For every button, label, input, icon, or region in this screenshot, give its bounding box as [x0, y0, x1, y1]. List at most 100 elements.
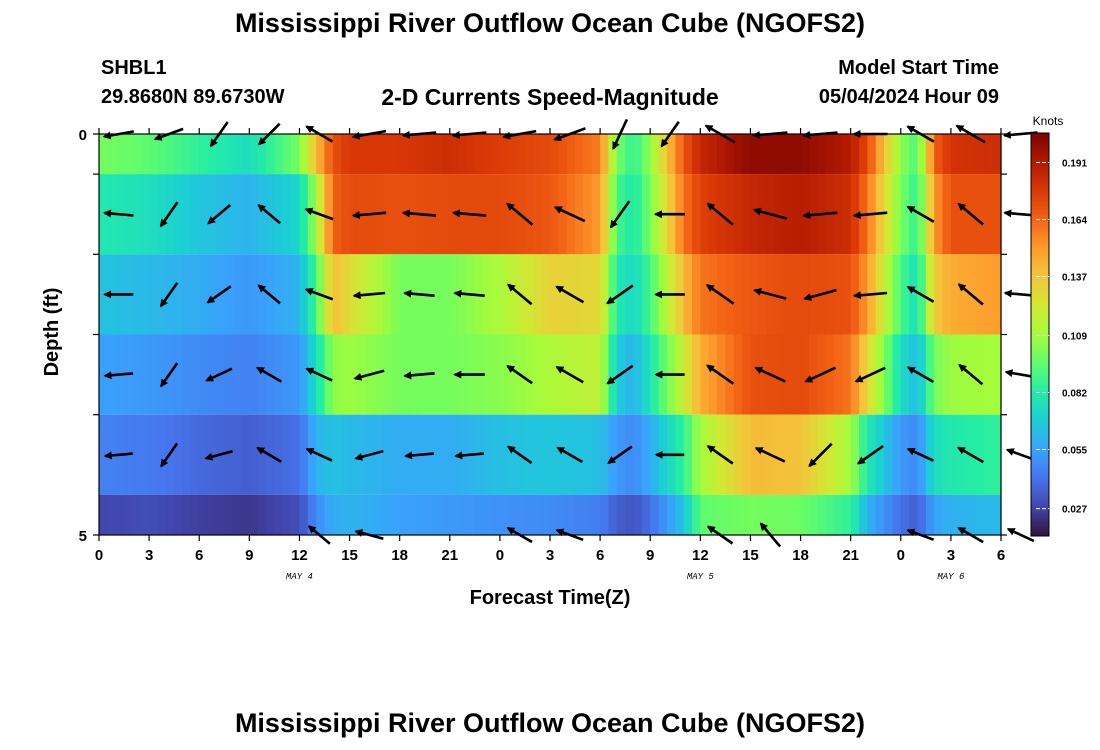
- heatmap-cell: [124, 494, 134, 535]
- heatmap-cell: [850, 334, 860, 415]
- current-vector-arrow: [606, 284, 634, 305]
- heatmap-cell: [658, 134, 668, 175]
- heatmap-cell: [541, 334, 551, 415]
- heatmap-cell: [967, 494, 977, 535]
- heatmap-cell: [608, 414, 618, 495]
- heatmap-cell: [299, 334, 309, 415]
- heatmap-cell: [282, 334, 292, 415]
- heatmap-cell: [641, 254, 651, 335]
- heatmap-cell: [416, 134, 426, 175]
- heatmap-cell: [591, 494, 601, 535]
- x-tick-label: 3: [546, 547, 554, 564]
- colorbar-title: Knots: [1033, 114, 1064, 128]
- x-tick-label: 6: [195, 547, 203, 564]
- heatmap-cell: [608, 254, 618, 335]
- heatmap-cell: [366, 494, 376, 535]
- heatmap-cell: [700, 494, 710, 535]
- heatmap-cell: [140, 254, 150, 335]
- heatmap-cell: [900, 334, 910, 415]
- heatmap-cell: [541, 134, 551, 175]
- heatmap-cell: [382, 254, 392, 335]
- heatmap-cell: [783, 254, 793, 335]
- heatmap-cell: [307, 134, 317, 175]
- heatmap-cell: [884, 494, 894, 535]
- x-tick-label: 18: [391, 547, 408, 564]
- heatmap-cell: [157, 174, 167, 255]
- heatmap-cell: [274, 414, 284, 495]
- heatmap-cell: [499, 254, 509, 335]
- heatmap-cell: [550, 414, 559, 495]
- current-vector-arrow: [352, 291, 386, 300]
- heatmap-cell: [291, 134, 301, 175]
- heatmap-cell: [708, 334, 718, 415]
- heatmap-cell: [483, 254, 493, 335]
- current-vector-arrow: [257, 204, 282, 225]
- heatmap-cell: [524, 254, 534, 335]
- heatmap-cell: [508, 334, 518, 415]
- current-vector-arrow: [103, 209, 134, 218]
- heatmap-cell: [683, 414, 693, 495]
- heatmap-cell: [524, 494, 534, 535]
- x-tick-label: 15: [341, 547, 358, 564]
- current-vector-arrow: [958, 364, 984, 386]
- heatmap-cell: [291, 494, 301, 535]
- current-vector-arrow: [506, 202, 534, 226]
- current-vector-arrow: [753, 288, 787, 300]
- current-vector-arrow: [353, 369, 385, 381]
- heatmap-cell: [666, 134, 676, 175]
- heatmap-cell: [416, 494, 426, 535]
- heatmap-cell: [767, 134, 777, 175]
- heatmap-cell: [892, 134, 902, 175]
- heatmap-cell: [232, 414, 242, 495]
- heatmap-cell: [934, 134, 944, 175]
- heatmap-cell: [925, 254, 935, 335]
- heatmap-cell: [182, 134, 192, 175]
- speed-heatmap: [99, 134, 1002, 535]
- colorbar-tick-label: 0.137: [1062, 272, 1087, 283]
- heatmap-cell: [349, 414, 359, 495]
- heatmap-cell: [925, 134, 935, 175]
- heatmap-cell: [842, 254, 852, 335]
- heatmap-cell: [508, 494, 518, 535]
- y-tick-label: 5: [79, 528, 87, 545]
- heatmap-cell: [249, 414, 259, 495]
- heatmap-cell: [257, 494, 267, 535]
- axes: 0 3 6 9 12 15 18 21 0 3 6 9 12 15 18 21 0 3 6 MAY 4 MAY 5 MAY…: [79, 127, 1007, 582]
- heatmap-cell: [625, 414, 635, 495]
- heatmap-cell: [182, 494, 192, 535]
- heatmap-cell: [157, 414, 167, 495]
- heatmap-cell: [149, 174, 159, 255]
- heatmap-cell: [925, 494, 935, 535]
- heatmap-cell: [399, 134, 409, 175]
- current-vector-arrow: [804, 366, 837, 383]
- heatmap-cell: [992, 254, 1002, 335]
- heatmap-cell: [691, 334, 701, 415]
- station-coordinates: 29.8680N 89.6730W: [101, 86, 285, 108]
- heatmap-cell: [917, 134, 927, 175]
- heatmap-cell: [399, 494, 409, 535]
- heatmap-cell: [441, 334, 451, 415]
- heatmap-cell: [650, 414, 660, 495]
- heatmap-cell: [942, 334, 952, 415]
- heatmap-cell: [491, 174, 501, 255]
- heatmap-cell: [842, 414, 852, 495]
- heatmap-cell: [909, 254, 919, 335]
- heatmap-cell: [683, 254, 693, 335]
- heatmap-cell: [524, 414, 534, 495]
- heatmap-cell: [533, 494, 543, 535]
- heatmap-cell: [975, 134, 985, 175]
- heatmap-cell: [633, 334, 643, 415]
- heatmap-cell: [575, 334, 585, 415]
- current-vector-arrow: [957, 446, 985, 464]
- current-vector-arrow: [1005, 448, 1036, 462]
- heatmap-cell: [909, 414, 919, 495]
- heatmap-cell: [257, 414, 267, 495]
- heatmap-cell: [282, 494, 292, 535]
- heatmap-cell: [700, 254, 710, 335]
- heatmap-cell: [449, 134, 459, 175]
- current-vector-arrow: [705, 284, 735, 305]
- heatmap-cell: [975, 174, 985, 255]
- heatmap-cell: [575, 494, 585, 535]
- heatmap-cell: [616, 494, 626, 535]
- heatmap-cell: [884, 134, 894, 175]
